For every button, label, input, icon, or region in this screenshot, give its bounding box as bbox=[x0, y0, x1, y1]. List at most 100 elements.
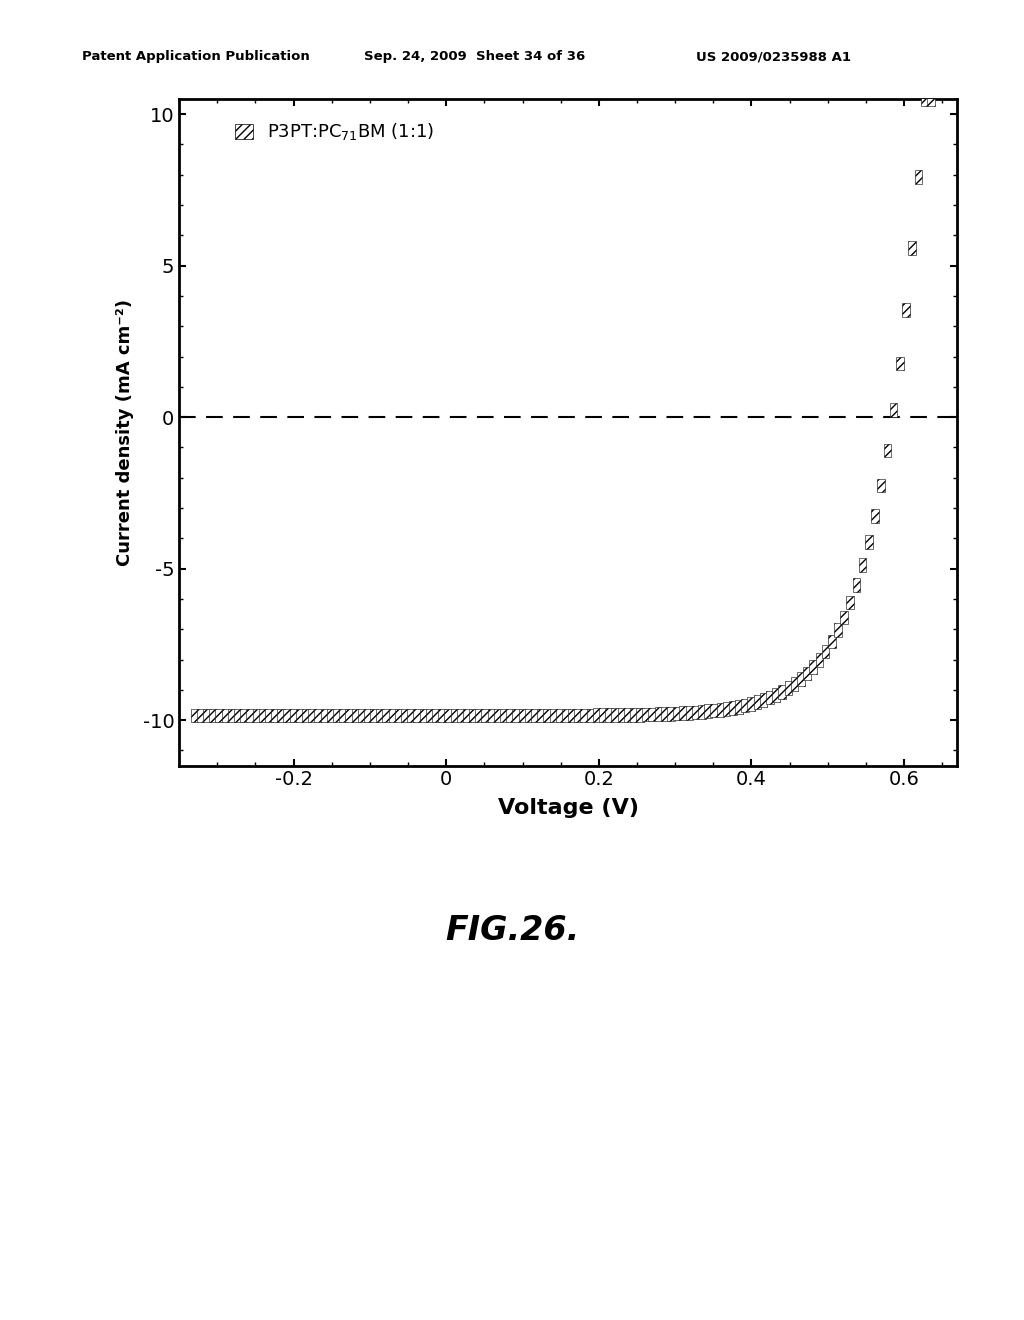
Bar bbox=[376, 709, 384, 722]
Bar bbox=[884, 444, 891, 457]
Bar bbox=[518, 709, 526, 722]
Bar bbox=[290, 709, 297, 722]
Bar bbox=[241, 709, 248, 722]
Bar bbox=[333, 709, 341, 722]
Bar bbox=[253, 709, 260, 722]
Bar bbox=[351, 709, 359, 722]
Text: Sep. 24, 2009  Sheet 34 of 36: Sep. 24, 2009 Sheet 34 of 36 bbox=[364, 50, 585, 63]
Bar bbox=[914, 170, 923, 183]
Bar bbox=[921, 92, 929, 106]
Bar bbox=[457, 709, 464, 722]
Bar bbox=[680, 706, 687, 719]
Y-axis label: Current density (mA cm⁻²): Current density (mA cm⁻²) bbox=[117, 298, 134, 566]
Bar bbox=[302, 709, 309, 722]
Bar bbox=[284, 709, 291, 722]
Bar bbox=[636, 708, 644, 722]
Bar bbox=[233, 709, 242, 722]
Bar bbox=[865, 536, 872, 549]
Bar bbox=[896, 356, 903, 371]
Bar bbox=[487, 709, 496, 722]
Bar bbox=[797, 672, 805, 686]
Bar bbox=[444, 709, 452, 722]
Bar bbox=[630, 708, 638, 722]
Bar bbox=[190, 709, 199, 722]
Bar bbox=[673, 706, 681, 721]
Bar bbox=[265, 709, 272, 722]
Bar bbox=[754, 696, 761, 709]
Bar bbox=[705, 705, 712, 718]
Bar bbox=[227, 709, 236, 722]
Bar bbox=[815, 653, 823, 667]
Bar bbox=[432, 709, 439, 722]
Bar bbox=[414, 709, 421, 722]
Bar bbox=[438, 709, 445, 722]
Bar bbox=[828, 635, 836, 648]
Bar bbox=[327, 709, 335, 722]
Bar bbox=[835, 623, 842, 638]
Bar bbox=[841, 611, 848, 624]
Bar bbox=[550, 709, 557, 722]
Bar bbox=[902, 304, 909, 317]
Bar bbox=[667, 708, 675, 721]
Bar bbox=[617, 709, 626, 722]
Bar bbox=[215, 709, 223, 722]
Bar bbox=[698, 705, 706, 718]
Bar bbox=[296, 709, 303, 722]
Bar bbox=[741, 698, 749, 713]
Bar bbox=[562, 709, 569, 722]
Bar bbox=[908, 242, 916, 255]
Bar bbox=[197, 709, 205, 722]
Bar bbox=[859, 558, 866, 572]
Bar bbox=[247, 709, 254, 722]
Bar bbox=[587, 709, 594, 722]
Bar bbox=[648, 708, 656, 721]
Bar bbox=[451, 709, 458, 722]
Bar bbox=[544, 709, 551, 722]
Bar bbox=[784, 681, 793, 696]
Bar bbox=[871, 510, 879, 523]
Bar bbox=[308, 709, 315, 722]
Bar bbox=[748, 697, 755, 710]
Bar bbox=[530, 709, 539, 722]
Bar bbox=[370, 709, 378, 722]
Legend: P3PT:PC$_{71}$BM (1:1): P3PT:PC$_{71}$BM (1:1) bbox=[234, 121, 435, 143]
Text: Patent Application Publication: Patent Application Publication bbox=[82, 50, 309, 63]
Bar bbox=[494, 709, 502, 722]
Bar bbox=[735, 700, 742, 714]
Bar bbox=[611, 709, 618, 722]
Bar bbox=[420, 709, 427, 722]
X-axis label: Voltage (V): Voltage (V) bbox=[498, 797, 639, 818]
Bar bbox=[278, 709, 285, 722]
Bar bbox=[395, 709, 402, 722]
Bar bbox=[524, 709, 532, 722]
Bar bbox=[723, 702, 730, 715]
Bar bbox=[568, 709, 575, 722]
Bar bbox=[654, 708, 663, 721]
Bar bbox=[772, 688, 780, 702]
Bar bbox=[271, 709, 279, 722]
Bar bbox=[624, 708, 632, 722]
Bar bbox=[538, 709, 545, 722]
Bar bbox=[581, 709, 588, 722]
Bar bbox=[778, 685, 786, 698]
Bar bbox=[203, 709, 211, 722]
Bar bbox=[357, 709, 366, 722]
Bar bbox=[803, 667, 811, 680]
Bar bbox=[259, 709, 266, 722]
Bar bbox=[927, 92, 935, 106]
Bar bbox=[500, 709, 508, 722]
Bar bbox=[729, 701, 736, 714]
Bar bbox=[556, 709, 563, 722]
Bar bbox=[853, 578, 860, 591]
Bar bbox=[408, 709, 415, 722]
Bar bbox=[469, 709, 477, 722]
Bar bbox=[321, 709, 329, 722]
Bar bbox=[692, 705, 699, 719]
Bar bbox=[821, 644, 829, 659]
Bar bbox=[847, 595, 854, 609]
Bar bbox=[599, 709, 606, 722]
Bar bbox=[401, 709, 409, 722]
Bar bbox=[593, 709, 600, 722]
Bar bbox=[642, 708, 650, 722]
Bar bbox=[314, 709, 322, 722]
